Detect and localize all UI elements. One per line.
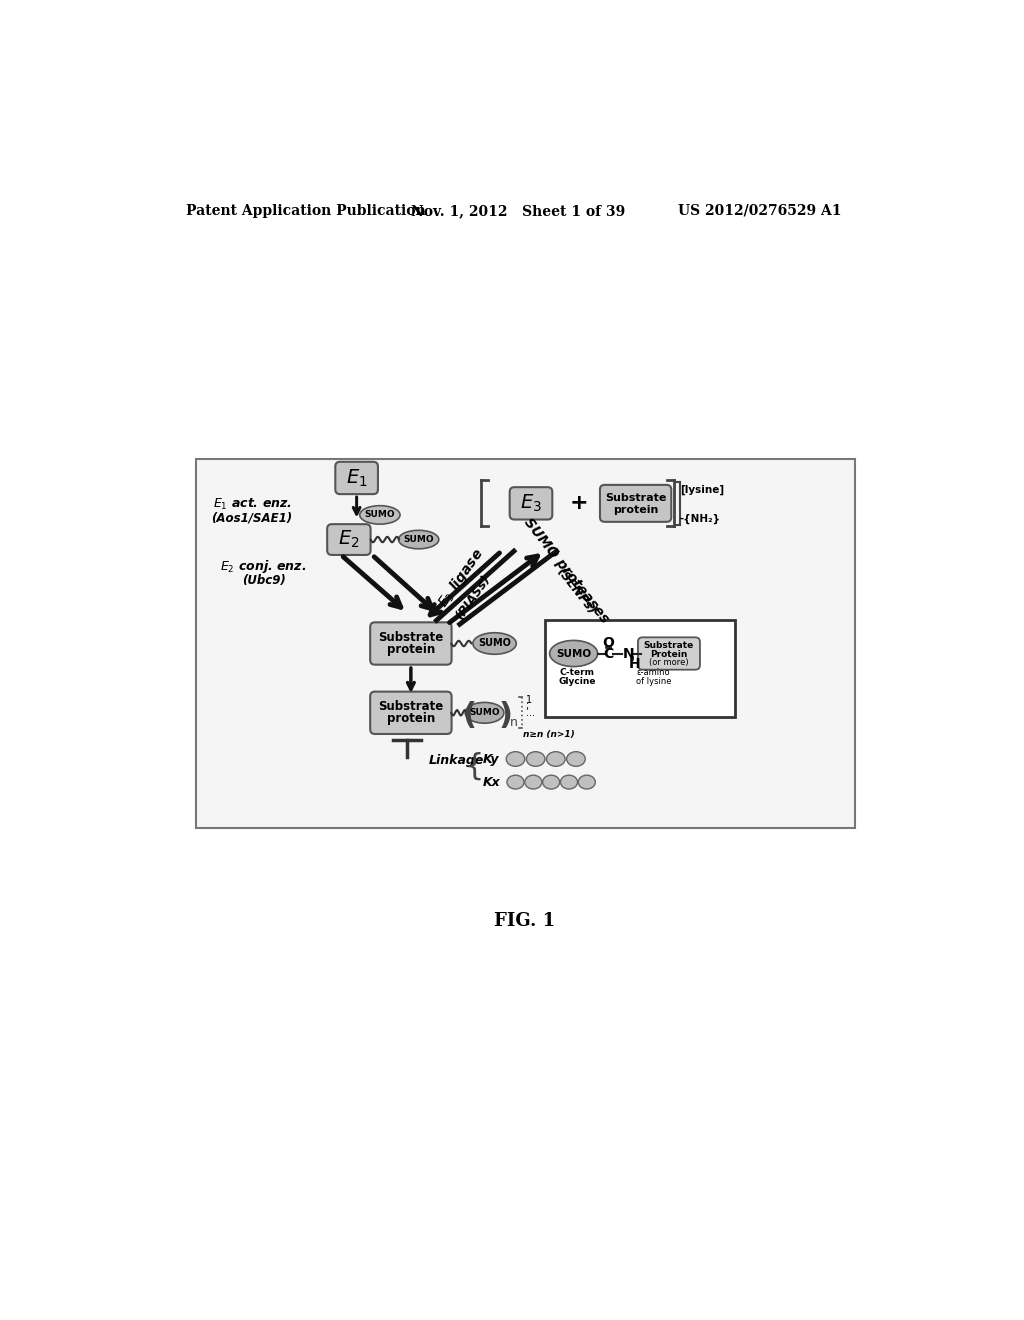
Text: C: C bbox=[603, 647, 613, 660]
Text: Linkage: Linkage bbox=[429, 754, 484, 767]
Text: (Ubc9): (Ubc9) bbox=[242, 574, 286, 587]
Text: SUMO: SUMO bbox=[403, 535, 434, 544]
Text: Glycine: Glycine bbox=[559, 677, 596, 686]
FancyBboxPatch shape bbox=[371, 622, 452, 665]
Ellipse shape bbox=[550, 640, 598, 667]
Ellipse shape bbox=[579, 775, 595, 789]
Text: -{NH₂}: -{NH₂} bbox=[680, 513, 721, 524]
FancyBboxPatch shape bbox=[510, 487, 552, 520]
Text: ;: ; bbox=[525, 701, 528, 711]
Text: 1: 1 bbox=[525, 694, 531, 705]
Ellipse shape bbox=[526, 751, 545, 767]
Text: C-term: C-term bbox=[560, 668, 595, 677]
Text: $E_1$ act. enz.: $E_1$ act. enz. bbox=[213, 498, 292, 512]
FancyBboxPatch shape bbox=[371, 692, 452, 734]
Text: n: n bbox=[510, 717, 518, 730]
Text: $E_1$: $E_1$ bbox=[346, 467, 368, 488]
Text: protein: protein bbox=[387, 643, 435, 656]
Text: FIG. 1: FIG. 1 bbox=[495, 912, 555, 929]
Ellipse shape bbox=[465, 702, 504, 723]
Text: Substrate: Substrate bbox=[378, 700, 443, 713]
Text: SUMO: SUMO bbox=[556, 648, 591, 659]
Ellipse shape bbox=[547, 751, 565, 767]
Text: Nov. 1, 2012   Sheet 1 of 39: Nov. 1, 2012 Sheet 1 of 39 bbox=[411, 203, 625, 218]
Text: ε-amino: ε-amino bbox=[637, 668, 671, 677]
Text: SUMO proteases: SUMO proteases bbox=[520, 515, 611, 626]
Text: SUMO: SUMO bbox=[478, 639, 511, 648]
Text: [lysine]: [lysine] bbox=[680, 484, 724, 495]
Text: ): ) bbox=[499, 701, 512, 730]
Bar bbox=[545, 620, 735, 717]
Text: n≥n (n>1): n≥n (n>1) bbox=[523, 730, 575, 739]
Text: (SENPs): (SENPs) bbox=[554, 565, 598, 616]
Text: of lysine: of lysine bbox=[636, 677, 671, 686]
Text: $E_3$ ligase: $E_3$ ligase bbox=[434, 545, 488, 611]
Bar bbox=[197, 459, 855, 829]
Text: (: ( bbox=[462, 701, 476, 730]
FancyBboxPatch shape bbox=[328, 524, 371, 554]
FancyBboxPatch shape bbox=[600, 484, 672, 521]
Text: Protein: Protein bbox=[650, 649, 688, 659]
FancyBboxPatch shape bbox=[335, 462, 378, 494]
Text: $E_2$: $E_2$ bbox=[338, 529, 359, 550]
Text: protein: protein bbox=[613, 504, 658, 515]
Text: N: N bbox=[623, 647, 635, 660]
Ellipse shape bbox=[566, 751, 586, 767]
Text: (Aos1/SAE1): (Aos1/SAE1) bbox=[211, 511, 293, 524]
Ellipse shape bbox=[543, 775, 560, 789]
Text: (or more): (or more) bbox=[649, 659, 689, 667]
Text: Substrate: Substrate bbox=[605, 492, 667, 503]
Text: Substrate: Substrate bbox=[378, 631, 443, 644]
Text: protein: protein bbox=[387, 713, 435, 726]
Text: Patent Application Publication: Patent Application Publication bbox=[186, 203, 426, 218]
Text: $E_2$ conj. enz.: $E_2$ conj. enz. bbox=[220, 558, 307, 576]
Ellipse shape bbox=[398, 531, 438, 549]
Ellipse shape bbox=[506, 751, 524, 767]
Text: {: { bbox=[464, 751, 483, 780]
Text: H: H bbox=[629, 656, 640, 671]
Text: ...: ... bbox=[525, 708, 535, 718]
Text: $E_3$: $E_3$ bbox=[520, 492, 542, 513]
Text: O: O bbox=[602, 636, 614, 649]
Text: Ky: Ky bbox=[483, 752, 500, 766]
Text: US 2012/0276529 A1: US 2012/0276529 A1 bbox=[678, 203, 842, 218]
Text: (PIASs): (PIASs) bbox=[453, 573, 493, 622]
Text: SUMO: SUMO bbox=[469, 709, 500, 717]
FancyBboxPatch shape bbox=[638, 638, 700, 669]
Ellipse shape bbox=[473, 632, 516, 655]
Text: Substrate: Substrate bbox=[644, 642, 694, 651]
Ellipse shape bbox=[525, 775, 542, 789]
Ellipse shape bbox=[359, 506, 400, 524]
Text: Kx: Kx bbox=[483, 776, 501, 788]
Text: +: + bbox=[569, 494, 589, 513]
Ellipse shape bbox=[507, 775, 524, 789]
Text: SUMO: SUMO bbox=[365, 511, 395, 519]
Ellipse shape bbox=[560, 775, 578, 789]
